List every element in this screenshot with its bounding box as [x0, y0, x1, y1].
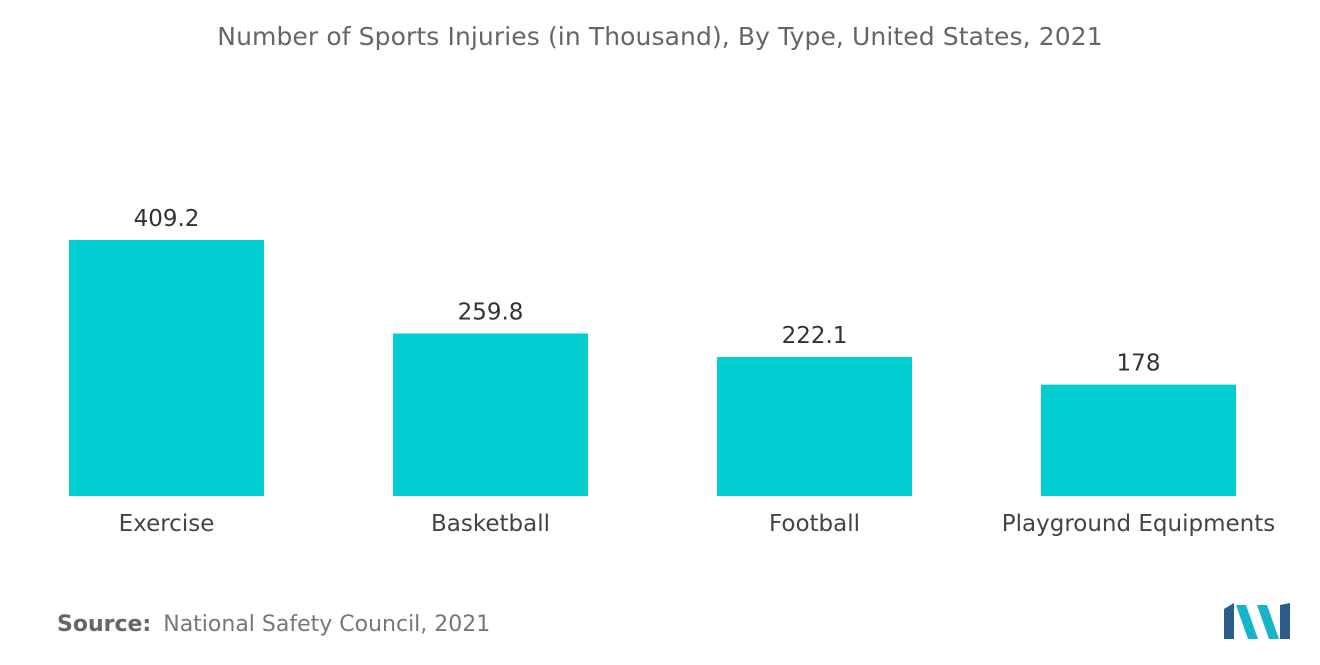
bar-football	[717, 357, 912, 496]
category-label: Basketball	[431, 511, 550, 537]
source-note: Source: National Safety Council, 2021	[57, 612, 490, 637]
logo-shape-end	[1280, 603, 1290, 639]
logo-shape-left	[1224, 603, 1234, 639]
category-label: Football	[769, 511, 860, 537]
mordor-intelligence-logo-icon	[1224, 603, 1290, 639]
chart-title: Number of Sports Injuries (in Thousand),…	[217, 22, 1103, 51]
value-label: 409.2	[134, 206, 200, 232]
bars-layer	[69, 240, 1236, 496]
category-label: Exercise	[119, 511, 215, 537]
source-text: National Safety Council, 2021	[163, 612, 491, 637]
value-label: 178	[1117, 351, 1161, 377]
bar-playground-equipments	[1041, 384, 1236, 496]
logo-shape-mid	[1236, 605, 1258, 639]
value-label: 259.8	[458, 299, 524, 325]
bar-exercise	[69, 240, 264, 496]
logo-shape-right	[1257, 605, 1279, 639]
value-label: 222.1	[782, 323, 848, 349]
source-label: Source:	[57, 612, 152, 637]
bar-basketball	[393, 333, 588, 496]
category-label: Playground Equipments	[1002, 511, 1275, 537]
labels-layer: 409.2 Exercise 259.8 Basketball 222.1 Footbal…	[119, 206, 1276, 537]
